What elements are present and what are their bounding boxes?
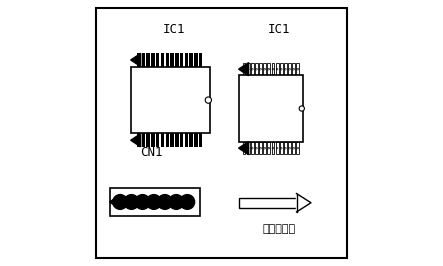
- Bar: [296, 142, 299, 154]
- Bar: [272, 142, 274, 154]
- Bar: [180, 133, 183, 147]
- Bar: [141, 53, 145, 67]
- Bar: [194, 53, 198, 67]
- Bar: [247, 63, 249, 75]
- Bar: [284, 63, 287, 75]
- Circle shape: [158, 195, 172, 209]
- Bar: [280, 142, 283, 154]
- Bar: [263, 142, 266, 154]
- Bar: [156, 133, 159, 147]
- Bar: [137, 53, 140, 67]
- Text: IC1: IC1: [268, 23, 291, 36]
- Bar: [284, 142, 287, 154]
- Bar: [268, 63, 270, 75]
- Bar: [185, 53, 188, 67]
- Bar: [170, 133, 174, 147]
- Bar: [288, 63, 291, 75]
- Circle shape: [205, 97, 211, 103]
- Bar: [131, 67, 210, 133]
- Bar: [243, 63, 245, 75]
- Polygon shape: [239, 63, 249, 76]
- Bar: [288, 142, 291, 154]
- Circle shape: [180, 195, 194, 209]
- Bar: [255, 142, 258, 154]
- Bar: [296, 63, 299, 75]
- Bar: [180, 53, 183, 67]
- Bar: [137, 133, 140, 147]
- Bar: [175, 133, 179, 147]
- Bar: [239, 198, 296, 208]
- Polygon shape: [131, 134, 141, 147]
- Bar: [268, 142, 270, 154]
- Bar: [259, 142, 262, 154]
- Bar: [259, 63, 262, 75]
- Polygon shape: [131, 53, 141, 66]
- Bar: [146, 53, 150, 67]
- Bar: [199, 133, 202, 147]
- Polygon shape: [296, 194, 311, 212]
- Circle shape: [299, 106, 304, 111]
- Bar: [243, 142, 245, 154]
- Bar: [292, 63, 295, 75]
- Circle shape: [124, 195, 139, 209]
- Bar: [161, 133, 164, 147]
- Bar: [239, 75, 303, 142]
- Bar: [190, 53, 193, 67]
- Bar: [251, 63, 254, 75]
- Bar: [151, 53, 155, 67]
- Bar: [166, 133, 169, 147]
- Bar: [185, 133, 188, 147]
- Bar: [109, 188, 200, 216]
- Bar: [151, 133, 155, 147]
- Circle shape: [169, 195, 183, 209]
- Bar: [175, 53, 179, 67]
- Bar: [146, 133, 150, 147]
- Bar: [194, 133, 198, 147]
- Bar: [166, 53, 169, 67]
- Circle shape: [113, 195, 128, 209]
- Bar: [199, 53, 202, 67]
- Bar: [280, 63, 283, 75]
- Bar: [292, 142, 295, 154]
- Bar: [190, 133, 193, 147]
- Bar: [276, 63, 279, 75]
- Bar: [156, 53, 159, 67]
- Bar: [251, 142, 254, 154]
- Circle shape: [135, 195, 150, 209]
- Bar: [161, 53, 164, 67]
- Bar: [276, 142, 279, 154]
- Text: IC1: IC1: [163, 23, 185, 36]
- Circle shape: [147, 195, 161, 209]
- Bar: [247, 142, 249, 154]
- Bar: [263, 63, 266, 75]
- Polygon shape: [239, 142, 249, 155]
- Bar: [170, 53, 174, 67]
- Text: 过波峰方向: 过波峰方向: [263, 224, 296, 234]
- Text: CN1: CN1: [140, 146, 163, 159]
- Bar: [141, 133, 145, 147]
- Polygon shape: [109, 194, 120, 210]
- Bar: [272, 63, 274, 75]
- Bar: [255, 63, 258, 75]
